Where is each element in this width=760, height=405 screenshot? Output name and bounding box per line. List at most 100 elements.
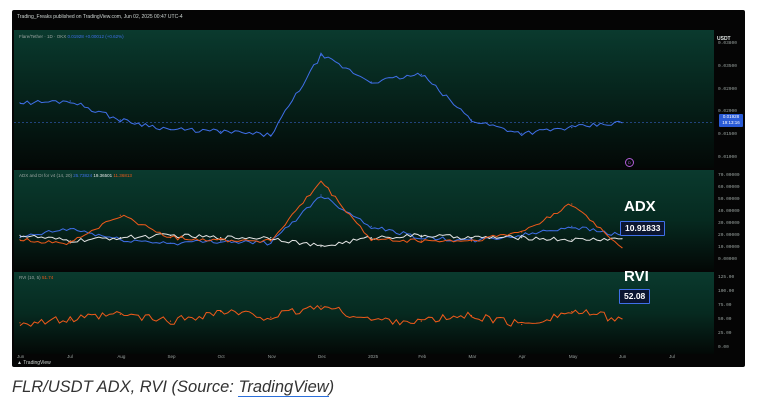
adx-data-point bbox=[19, 239, 21, 241]
adx-data-point bbox=[169, 237, 172, 239]
adx-data-point bbox=[521, 231, 523, 233]
adx-data-point bbox=[169, 234, 172, 236]
time-axis-label: Mar bbox=[468, 354, 477, 359]
adx-data-point bbox=[420, 234, 422, 236]
adx-data-point bbox=[220, 240, 222, 242]
rvi-axis[interactable]: 125.00 100.00 75.00 50.00 25.00 0.00 bbox=[715, 272, 745, 354]
adx-axis[interactable]: 70.00000 60.00000 50.00000 40.00000 30.00000… bbox=[715, 170, 745, 270]
price-series-svg bbox=[14, 52, 714, 138]
price-axis-tick-label: 0.03500 bbox=[718, 63, 737, 69]
adx-axis-tick-label: 30.00000 bbox=[718, 221, 740, 226]
time-axis[interactable]: Jun Jul Aug Sep Oct Nov Dec 2025 Feb Mar Apr May Jun… bbox=[14, 354, 714, 362]
adx-data-point bbox=[119, 237, 121, 239]
adx-axis-tick-label: 70.00000 bbox=[718, 173, 740, 178]
price-legend-title: Flare/Tether · 1D · OKX bbox=[19, 34, 67, 39]
caption-source-link[interactable]: TradingView bbox=[238, 378, 329, 397]
rvi-axis-tick-label: 0.00 bbox=[718, 345, 729, 350]
price-data-point bbox=[270, 134, 272, 136]
adx-axis-tick-label: 60.00000 bbox=[718, 185, 740, 190]
rvi-data-point bbox=[320, 305, 322, 307]
event-marker-icon[interactable]: D bbox=[625, 158, 634, 167]
last-price-badge: 0.01928 19:13:16 bbox=[719, 114, 743, 127]
tradingview-logo-text: TradingView bbox=[23, 360, 51, 366]
rvi-data-point bbox=[370, 319, 372, 321]
rvi-data-point bbox=[621, 318, 623, 320]
rvi-data-point bbox=[169, 320, 172, 322]
rvi-legend-value: 51.74 bbox=[41, 275, 54, 280]
time-axis-label: Aug bbox=[117, 354, 126, 359]
adx-legend-value-3: 11.36813 bbox=[113, 173, 132, 178]
rvi-data-point bbox=[270, 316, 272, 318]
adx-big-label: ADX bbox=[624, 198, 656, 215]
adx-axis-tick-label: 0.00000 bbox=[718, 257, 737, 262]
last-price-value: 0.01928 bbox=[722, 114, 740, 119]
rvi-pane[interactable]: RVI (10, 5) 51.74 bbox=[14, 272, 714, 354]
time-axis-label: Jul bbox=[669, 354, 675, 359]
adx-series-line-2 bbox=[19, 233, 623, 247]
time-axis-label: Jun bbox=[17, 354, 25, 359]
adx-data-point bbox=[370, 239, 372, 241]
price-data-point bbox=[169, 128, 172, 131]
rvi-axis-tick-label: 125.00 bbox=[718, 275, 735, 280]
bar-countdown: 19:13:16 bbox=[722, 120, 740, 125]
rvi-axis-tick-label: 75.00 bbox=[718, 303, 732, 308]
adx-legend-value-1: 25.73824 bbox=[73, 173, 93, 178]
rvi-legend-title: RVI (10, 5) bbox=[19, 275, 41, 280]
rvi-data-point bbox=[521, 323, 523, 326]
adx-legend-title: ADX and DI for v4 (14, 20) bbox=[19, 173, 73, 178]
figure-caption: FLR/USDT ADX, RVI (Source: TradingView) bbox=[12, 378, 334, 397]
adx-data-point bbox=[69, 228, 71, 230]
price-data-point bbox=[521, 132, 523, 134]
price-axis-tick-label: 0.02000 bbox=[718, 109, 737, 115]
rvi-series-line-1 bbox=[19, 304, 623, 327]
publisher-line: Trading_Freaks published on TradingView.… bbox=[17, 14, 183, 20]
price-data-point bbox=[420, 73, 422, 75]
rvi-axis-tick-label: 50.00 bbox=[718, 317, 732, 322]
tradingview-logo: ▲ TradingView bbox=[17, 360, 51, 366]
caption-suffix: ) bbox=[328, 378, 335, 396]
adx-data-point bbox=[571, 203, 573, 205]
caption-prefix: FLR/USDT ADX, RVI (Source: bbox=[12, 378, 239, 396]
price-axis-tick-label: 0.03800 bbox=[718, 41, 737, 46]
tradingview-logo-icon: ▲ bbox=[17, 360, 22, 366]
rvi-data-point bbox=[571, 311, 573, 313]
rvi-series-svg bbox=[19, 304, 623, 327]
rvi-data-point bbox=[119, 313, 121, 315]
price-data-point bbox=[220, 130, 222, 132]
adx-data-point bbox=[571, 225, 573, 227]
adx-data-point bbox=[69, 242, 71, 244]
rvi-value-box: 52.08 bbox=[619, 289, 651, 304]
time-axis-label: May bbox=[568, 354, 578, 359]
adx-data-point bbox=[119, 239, 121, 241]
time-axis-label: 2025 bbox=[368, 354, 379, 359]
price-data-point bbox=[370, 81, 372, 83]
price-data-point bbox=[320, 54, 322, 56]
price-legend-values: 0.01928 +0.00012 (+0.62%) bbox=[67, 34, 124, 39]
time-axis-label: Jul bbox=[67, 354, 73, 359]
price-series-line-1 bbox=[19, 52, 623, 138]
price-axis-tick-label: 0.01000 bbox=[718, 155, 737, 160]
adx-data-point bbox=[370, 225, 372, 227]
time-axis-label: Oct bbox=[217, 354, 225, 359]
price-data-point bbox=[119, 119, 121, 121]
price-axis[interactable]: 0.03800 0.03500 0.02900 0.02000 0.01500 0.010… bbox=[715, 30, 745, 168]
adx-data-point bbox=[220, 237, 222, 239]
adx-pane[interactable]: ADX and DI for v4 (14, 20) 25.73824 19.3… bbox=[14, 170, 714, 270]
rvi-legend: RVI (10, 5) 51.74 bbox=[19, 275, 53, 280]
price-pane[interactable]: Flare/Tether · 1D · OKX 0.01928 +0.00012… bbox=[14, 30, 714, 168]
adx-legend-value-2: 19.36501 bbox=[93, 173, 113, 178]
rvi-data-point bbox=[470, 314, 473, 317]
price-data-point bbox=[470, 119, 473, 121]
unit-badge[interactable]: USDT bbox=[717, 36, 731, 42]
time-axis-label: Nov bbox=[267, 354, 276, 359]
adx-axis-tick-label: 10.00000 bbox=[718, 245, 740, 250]
price-axis-tick-label: 0.02900 bbox=[718, 86, 737, 92]
time-axis-label: Feb bbox=[418, 354, 427, 359]
adx-data-point bbox=[320, 246, 322, 248]
adx-data-point bbox=[320, 194, 322, 196]
chart-frame: Trading_Freaks published on TradingView.… bbox=[12, 10, 745, 367]
adx-data-point bbox=[420, 240, 422, 242]
price-legend: Flare/Tether · 1D · OKX 0.01928 +0.00012… bbox=[19, 34, 124, 39]
adx-data-point bbox=[270, 242, 272, 244]
rvi-data-point bbox=[69, 319, 71, 321]
